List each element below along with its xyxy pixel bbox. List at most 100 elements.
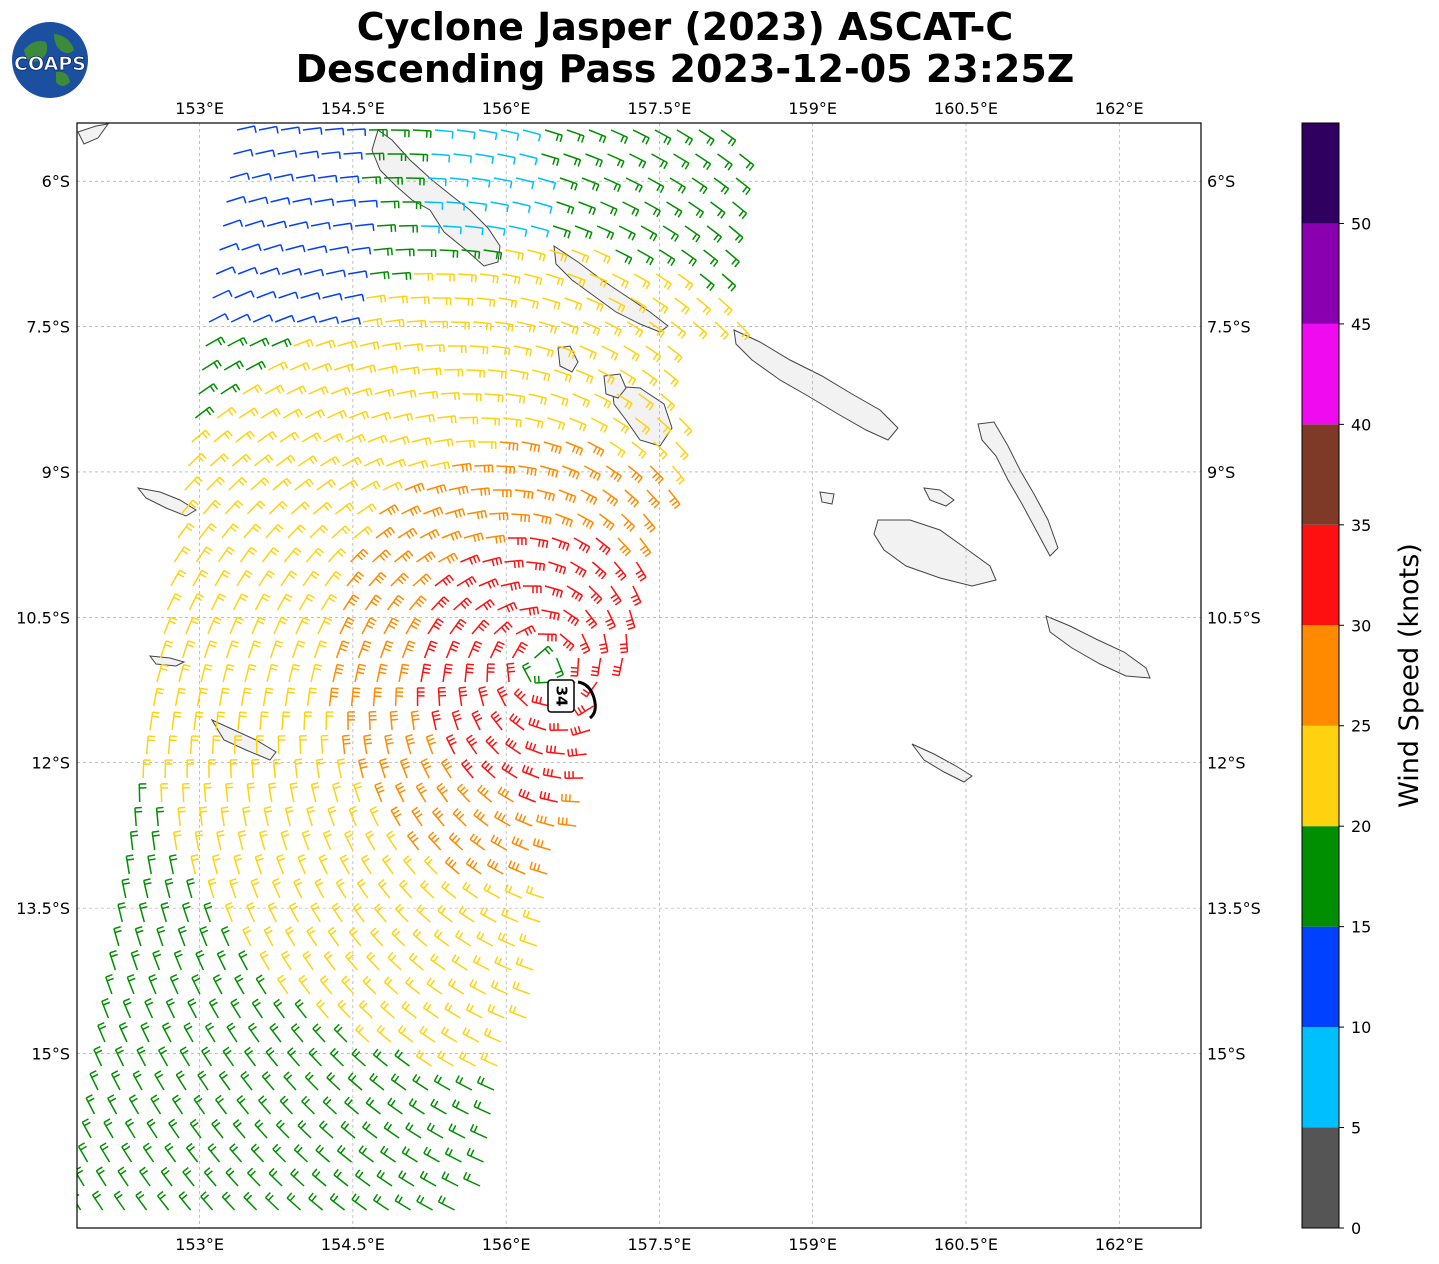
wind-barb — [549, 723, 569, 732]
wind-barb — [397, 527, 418, 539]
wind-barb — [373, 903, 387, 923]
wind-barb — [381, 854, 394, 875]
wind-barb — [208, 998, 220, 1019]
lon-tick-bottom: 154.5°E — [321, 1235, 385, 1254]
wind-barb — [355, 1024, 370, 1043]
wind-barb — [255, 974, 267, 995]
wind-barb — [342, 594, 360, 611]
wind-barb — [717, 153, 733, 171]
wind-barb — [272, 477, 292, 491]
wind-barb — [434, 574, 455, 587]
wind-barb — [462, 393, 482, 401]
wind-barb — [509, 713, 525, 731]
colorbar-bin — [1302, 625, 1339, 726]
wind-barb — [590, 417, 608, 433]
wind-barb — [513, 688, 529, 707]
wind-barb — [462, 881, 479, 899]
wind-barb — [281, 268, 303, 276]
wind-barb — [311, 1168, 327, 1187]
wind-barb — [92, 1190, 104, 1211]
wind-barb — [699, 273, 715, 292]
wind-barb — [521, 441, 541, 453]
wind-barb — [678, 417, 693, 437]
wind-barb — [451, 1099, 469, 1115]
wind-barb — [525, 885, 545, 899]
wind-barb — [427, 177, 447, 187]
lat-tick-right: 12°S — [1207, 754, 1246, 773]
wind-barb — [160, 1166, 173, 1187]
wind-barb — [566, 129, 585, 143]
wind-barb — [563, 153, 582, 167]
colorbar-label: Wind Speed (knots) — [1394, 543, 1425, 808]
wind-barb — [735, 177, 751, 196]
wind-barb — [252, 314, 274, 323]
wind-barb — [287, 1047, 301, 1067]
wind-barb — [156, 663, 169, 683]
wind-barb — [599, 633, 609, 654]
wind-barb — [81, 1118, 92, 1139]
wind-barb — [589, 273, 608, 288]
wind-barb — [259, 950, 271, 971]
wind-barb — [355, 223, 375, 232]
wind-barb — [326, 409, 348, 419]
wind-barb — [469, 345, 489, 355]
wind-barb — [173, 546, 191, 563]
wind-barb — [419, 1025, 436, 1043]
wind-barb — [489, 512, 509, 521]
wind-barb — [289, 362, 311, 372]
wind-barb — [466, 369, 485, 378]
wind-barb — [297, 1119, 312, 1139]
wind-barb — [528, 393, 548, 406]
wind-barb — [364, 594, 382, 611]
wind-barb — [165, 998, 176, 1019]
wind-barb — [250, 877, 260, 899]
wind-barb — [573, 537, 591, 554]
wind-barb — [215, 1094, 228, 1115]
wind-barb — [314, 198, 335, 207]
wind-barb — [598, 513, 615, 531]
colorbar-bin — [1302, 926, 1339, 1028]
wind-barb — [357, 640, 372, 659]
wind-barb — [121, 1142, 133, 1163]
wind-barb — [307, 245, 328, 254]
wind-barb — [594, 393, 612, 409]
wind-barb — [347, 1072, 363, 1091]
wind-barb — [317, 174, 338, 183]
wind-barb — [380, 1000, 395, 1019]
wind-barb — [297, 854, 307, 875]
wind-barb — [286, 1192, 302, 1211]
wind-barb — [302, 950, 314, 971]
wind-barb — [398, 663, 410, 683]
wind-barb — [349, 548, 369, 563]
wind-barb — [77, 1191, 82, 1211]
wind-barb — [352, 387, 373, 397]
wind-barb — [470, 487, 491, 496]
wind-barb — [630, 297, 647, 314]
wind-barb — [652, 297, 669, 315]
wind-barb — [335, 640, 350, 659]
wind-barb — [168, 1118, 180, 1139]
wind-barb — [224, 901, 234, 923]
wind-barb — [479, 906, 497, 923]
wind-barb — [330, 386, 351, 396]
wind-barb — [323, 432, 344, 443]
wind-barb — [232, 593, 249, 611]
wind-barb — [590, 657, 602, 677]
wind-barb — [456, 576, 477, 588]
wind-barb — [447, 978, 465, 995]
wind-barb — [113, 926, 122, 947]
wind-barb — [379, 640, 394, 659]
wind-barb — [129, 830, 139, 851]
wind-barb — [497, 601, 518, 613]
wind-barb — [519, 606, 540, 616]
wind-barb — [313, 640, 328, 659]
wind-barb — [365, 152, 385, 161]
wind-barb — [280, 570, 298, 587]
lat-tick-left: 13.5°S — [16, 899, 70, 918]
cyclone-track-icon — [577, 680, 597, 720]
wind-barb — [465, 857, 482, 875]
wind-barb — [345, 951, 358, 971]
wind-barb — [358, 758, 368, 779]
wind-barb — [346, 128, 367, 137]
wind-barb — [293, 1144, 309, 1163]
